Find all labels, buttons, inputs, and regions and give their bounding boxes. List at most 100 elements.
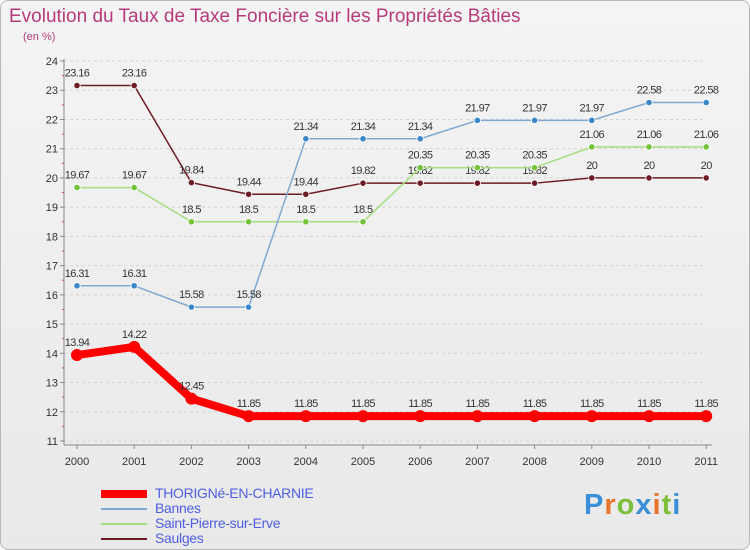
legend-label: THORIGNé-EN-CHARNIE (155, 485, 314, 501)
data-point (130, 183, 138, 192)
data-label: 21.34 (294, 121, 319, 133)
data-point (130, 81, 138, 90)
legend-swatch (101, 538, 147, 540)
y-tick-label: 24 (46, 56, 58, 68)
data-label: 20.35 (465, 150, 490, 162)
y-tick-label: 15 (46, 319, 58, 331)
data-label: 19.44 (236, 176, 261, 188)
data-label: 19.84 (179, 165, 204, 177)
y-tick-label: 16 (46, 290, 58, 302)
data-point (700, 410, 713, 423)
x-tick-label: 2004 (294, 456, 318, 468)
data-label: 19.67 (122, 170, 147, 182)
data-label: 18.5 (296, 204, 315, 216)
data-point (245, 218, 253, 226)
data-label: 19.82 (351, 165, 376, 177)
data-label: 19.67 (65, 170, 90, 182)
data-label: 11.85 (466, 398, 490, 410)
x-tick-label: 2005 (351, 456, 375, 468)
data-label: 22.58 (694, 85, 719, 97)
data-point (645, 174, 653, 182)
data-label: 11.85 (351, 398, 375, 410)
data-point (359, 218, 367, 226)
data-point (473, 164, 481, 172)
x-tick-label: 2009 (580, 456, 604, 468)
data-label: 21.97 (580, 102, 605, 114)
data-point (302, 218, 310, 226)
series-line (73, 342, 711, 421)
legend-swatch (101, 490, 147, 498)
data-point (242, 410, 255, 423)
x-tick-label: 2007 (465, 456, 489, 468)
data-point (128, 340, 141, 353)
data-point (187, 218, 195, 226)
x-tick-label: 2008 (522, 456, 546, 468)
data-point (416, 179, 424, 187)
x-tick-label: 2006 (408, 456, 432, 468)
data-label: 11.85 (408, 398, 432, 410)
data-point (359, 135, 367, 143)
data-point (245, 190, 253, 198)
logo-letter: o (616, 489, 636, 521)
data-label: 20.35 (408, 150, 433, 162)
data-point (588, 116, 596, 124)
data-point (245, 303, 253, 311)
data-label: 23.16 (122, 68, 147, 80)
proxiti-logo: Proxiti (584, 489, 681, 522)
logo-letter: i (652, 489, 662, 521)
y-tick-label: 11 (47, 436, 58, 448)
data-point (73, 282, 81, 290)
logo-letter: i (672, 489, 682, 521)
data-label: 11.85 (694, 398, 718, 410)
data-label: 21.97 (465, 102, 490, 114)
x-tick-label: 2001 (122, 456, 146, 468)
data-point (73, 81, 81, 90)
data-label: 21.06 (694, 129, 719, 141)
data-label: 19.44 (294, 176, 319, 188)
data-label: 21.06 (637, 129, 662, 141)
y-tick-label: 23 (46, 85, 58, 97)
data-point (357, 410, 369, 423)
data-label: 21.34 (408, 121, 433, 133)
data-point (530, 164, 539, 172)
data-point (645, 98, 653, 107)
data-label: 15.58 (179, 289, 204, 301)
data-label: 14.22 (122, 329, 147, 341)
series-line (76, 101, 707, 308)
data-label: 20.35 (522, 150, 547, 162)
legend-label: Bannes (155, 500, 201, 516)
logo-letter: x (635, 489, 653, 521)
series-line (76, 84, 707, 196)
data-label: 11.85 (237, 398, 261, 410)
data-point (299, 410, 312, 423)
data-point (473, 179, 481, 187)
data-point (645, 143, 653, 151)
data-point (588, 143, 596, 151)
legend-label: Saulges (155, 530, 204, 546)
y-tick-label: 14 (46, 348, 58, 360)
logo-letter: t (661, 489, 673, 521)
chart-unit-label: (en %) (23, 31, 56, 43)
y-tick-label: 18 (46, 231, 58, 243)
y-tick-label: 21 (46, 144, 58, 156)
data-label: 11.85 (523, 398, 547, 410)
x-tick-label: 2011 (694, 456, 718, 468)
data-point (530, 116, 539, 124)
data-label: 13.94 (65, 337, 90, 349)
data-label: 16.31 (65, 268, 90, 280)
data-label: 20 (586, 160, 598, 172)
x-tick-label: 2010 (637, 456, 661, 468)
chart-title: Evolution du Taux de Taxe Foncière sur l… (9, 6, 521, 27)
data-point (187, 179, 195, 187)
data-point (702, 98, 710, 107)
data-point (130, 282, 138, 290)
data-point (414, 410, 427, 423)
data-point (473, 116, 481, 124)
data-label: 11.85 (580, 398, 604, 410)
y-tick-label: 12 (46, 407, 58, 419)
legend-label: Saint-Pierre-sur-Erve (155, 515, 281, 531)
data-point (416, 164, 424, 172)
y-tick-label: 19 (46, 202, 58, 214)
data-label: 16.31 (122, 268, 147, 280)
